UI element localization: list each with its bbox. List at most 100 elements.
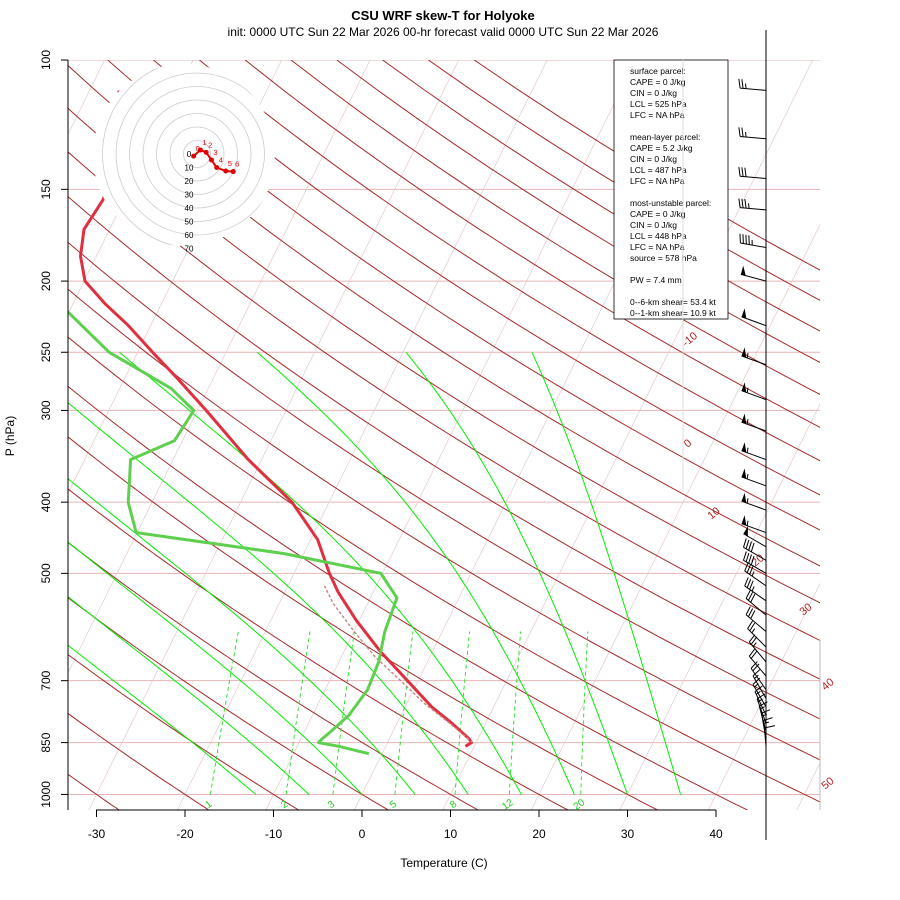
info-box-line: LCL = 448 hPa [630, 231, 687, 241]
y-tick-label: 700 [39, 670, 53, 690]
wind-barb [744, 577, 767, 602]
wind-barb-staff [741, 476, 767, 487]
wind-barb-flag [744, 562, 749, 572]
mixing-ratio-line [508, 631, 522, 795]
dry-adiabat [68, 385, 748, 810]
hodograph-point-label: 2 [208, 140, 212, 149]
hodograph-ring-label: 60 [185, 231, 194, 240]
wind-barb-flag [750, 610, 756, 619]
y-tick-label: 250 [39, 342, 53, 362]
dry-adiabat [68, 241, 820, 720]
wind-barb [741, 308, 767, 327]
mixing-ratio-label: 1 [204, 799, 215, 811]
wind-barb [748, 634, 767, 663]
wind-barb-flag [744, 577, 749, 587]
wind-barb-staff [740, 273, 767, 282]
dry-adiabat [68, 107, 820, 604]
isotherm-line [88, 60, 459, 810]
mixing-ratio-line [580, 631, 589, 795]
dry-adiabat [68, 336, 820, 803]
hodograph-ring-label: 50 [185, 218, 194, 227]
dry-adiabat [68, 712, 210, 810]
isotherm-line [885, 60, 900, 810]
wind-barb-half-flag [746, 447, 749, 453]
dewpoint-line [68, 309, 399, 756]
wind-barb-flag [746, 578, 752, 588]
dry-adiabat [290, 60, 820, 396]
info-box-line: CAPE = 0 J/kg [630, 77, 686, 87]
wind-barb [741, 347, 767, 366]
wind-barb-flag [750, 555, 755, 566]
wind-barb-staff [744, 570, 767, 587]
wind-barb-flag [738, 78, 741, 89]
x-tick-label: 40 [709, 827, 723, 841]
wind-barb-half-flag [745, 131, 747, 138]
wind-barb-flag [741, 79, 744, 89]
y-tick-label: 1000 [39, 781, 53, 808]
wind-barb-flag [752, 669, 761, 677]
wind-barb-flag [738, 167, 741, 177]
hodograph-point [223, 168, 229, 174]
wind-barb-flag [750, 650, 758, 659]
wind-barb-flag [743, 551, 747, 561]
y-tick-label: 150 [39, 179, 53, 199]
hodograph-point-label: 4 [219, 156, 223, 165]
dry-adiabat [107, 60, 820, 531]
isotherm-label: 30 [798, 601, 815, 618]
wind-barb-staff [740, 242, 767, 248]
y-tick-label: 300 [39, 400, 53, 420]
wind-barb [765, 725, 776, 754]
mixing-ratio-label: 5 [388, 799, 399, 811]
hodograph-point-label: 6 [235, 160, 239, 169]
wind-barb [743, 551, 767, 574]
wind-barb-staff [745, 614, 767, 632]
hodograph-ring-label: 0 [187, 150, 192, 159]
wind-barbs [738, 30, 776, 840]
moist-adiabat [68, 478, 416, 795]
wind-barb-staff [756, 698, 767, 724]
dry-adiabat [244, 60, 820, 428]
x-tick-label: 20 [532, 827, 546, 841]
y-tick-label: 850 [39, 732, 53, 752]
wind-barb-half-flag [746, 520, 749, 526]
hodograph-ring-label: 40 [185, 204, 194, 213]
wind-barb [744, 562, 767, 587]
info-box-line: most-unstable parcel: [630, 198, 711, 208]
wind-barb-staff [745, 598, 767, 616]
y-tick-label: 200 [39, 271, 53, 291]
wind-barb-flag [748, 648, 756, 657]
wind-barb-flag [741, 167, 744, 177]
hodograph-ring [169, 126, 225, 182]
wind-barb [745, 590, 767, 616]
wind-barb-flag [745, 552, 750, 563]
wind-barb-flag [756, 693, 766, 700]
wind-barb-pennant [740, 265, 746, 276]
wind-barb [738, 198, 767, 211]
wind-barb-staff [741, 450, 767, 461]
info-box-line: CAPE = 0 J/kg [630, 209, 686, 219]
wind-barb-flag [744, 198, 747, 209]
isotherm-line [68, 60, 371, 674]
x-tick-label: 10 [444, 827, 458, 841]
mixing-ratio-line [209, 631, 239, 795]
background-grid [68, 60, 900, 810]
wind-barb [741, 468, 767, 487]
wind-barb [741, 413, 767, 432]
y-tick-label: 500 [39, 563, 53, 583]
moist-adiabat [68, 596, 310, 795]
moist-adiabat [405, 351, 628, 795]
wind-barb-flag [748, 541, 752, 551]
mixing-ratio-line [454, 631, 471, 795]
chart-subtitle: init: 0000 UTC Sun 22 Mar 2026 00-hr for… [228, 25, 659, 39]
mixing-ratio-label: 3 [326, 799, 337, 811]
dry-adiabat [68, 288, 820, 761]
wind-barb-flag [750, 542, 755, 552]
wind-barb-flag [749, 622, 756, 632]
info-box-line: source = 578 hPa [630, 253, 697, 263]
wind-barb-flag [745, 539, 750, 549]
wind-barb [741, 492, 767, 511]
isotherm-line [619, 403, 820, 810]
hodograph-ring [129, 86, 265, 222]
dry-adiabat [199, 60, 820, 462]
dry-adiabat [68, 541, 479, 810]
